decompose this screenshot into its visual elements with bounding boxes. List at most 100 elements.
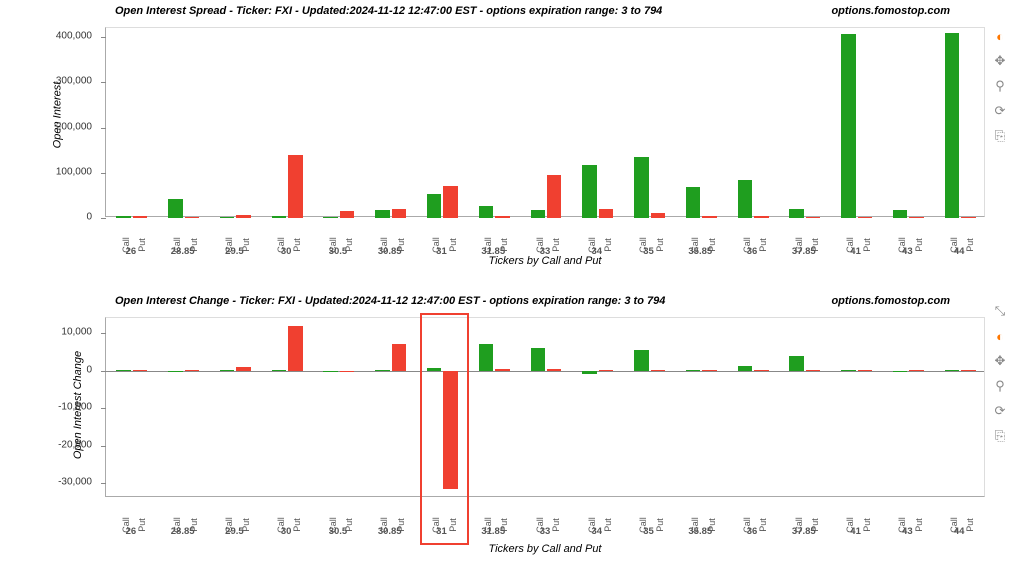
call-bar[interactable] bbox=[116, 370, 130, 371]
put-bar[interactable] bbox=[443, 371, 457, 489]
call-bar[interactable] bbox=[427, 368, 441, 371]
call-bar[interactable] bbox=[893, 210, 907, 218]
reset-tool-icon[interactable]: ⤡ bbox=[989, 300, 1011, 322]
chart2-toolbar: ⤡ ◐ ✥ ⚲ ⟳ ⎘ bbox=[988, 300, 1012, 447]
call-bar[interactable] bbox=[168, 371, 182, 372]
save-tool-icon[interactable]: ⎘ bbox=[989, 125, 1011, 147]
call-bar[interactable] bbox=[375, 370, 389, 371]
open-interest-chart-panel: Open Interest Spread - Ticker: FXI - Upd… bbox=[30, 5, 980, 265]
call-bar[interactable] bbox=[375, 210, 389, 218]
put-bar[interactable] bbox=[443, 186, 457, 218]
strike-label: 29.5 bbox=[225, 526, 244, 537]
put-bar[interactable] bbox=[547, 369, 561, 371]
strike-label: 33 bbox=[540, 526, 551, 537]
sub-tick-label: Put bbox=[292, 518, 302, 532]
box-zoom-tool-icon[interactable]: ⚲ bbox=[989, 375, 1011, 397]
call-bar[interactable] bbox=[893, 371, 907, 372]
call-bar[interactable] bbox=[582, 165, 596, 218]
put-bar[interactable] bbox=[806, 217, 820, 218]
box-zoom-tool-icon[interactable]: ⚲ bbox=[989, 75, 1011, 97]
put-bar[interactable] bbox=[961, 370, 975, 371]
call-bar[interactable] bbox=[479, 206, 493, 218]
put-bar[interactable] bbox=[547, 175, 561, 218]
put-bar[interactable] bbox=[961, 217, 975, 218]
strike-label: 31.85 bbox=[481, 526, 505, 537]
bokeh-logo-icon[interactable]: ◐ bbox=[989, 325, 1011, 347]
put-bar[interactable] bbox=[702, 216, 716, 218]
strike-label: 35.85 bbox=[688, 526, 712, 537]
call-bar[interactable] bbox=[531, 348, 545, 371]
call-bar[interactable] bbox=[323, 217, 337, 218]
call-bar[interactable] bbox=[116, 216, 130, 218]
put-bar[interactable] bbox=[236, 215, 250, 218]
put-bar[interactable] bbox=[651, 213, 665, 218]
save-tool-icon[interactable]: ⎘ bbox=[989, 425, 1011, 447]
sub-tick-label: Put bbox=[914, 518, 924, 532]
chart1-xaxis-label: Tickers by Call and Put bbox=[105, 255, 985, 267]
sub-tick-label: Put bbox=[758, 238, 768, 252]
put-bar[interactable] bbox=[133, 370, 147, 371]
pan-tool-icon[interactable]: ✥ bbox=[989, 50, 1011, 72]
ytick-label: 200,000 bbox=[56, 121, 92, 132]
call-bar[interactable] bbox=[945, 370, 959, 371]
call-bar[interactable] bbox=[479, 344, 493, 371]
put-bar[interactable] bbox=[599, 209, 613, 218]
call-bar[interactable] bbox=[427, 194, 441, 218]
call-bar[interactable] bbox=[686, 370, 700, 371]
put-bar[interactable] bbox=[288, 155, 302, 218]
put-bar[interactable] bbox=[495, 369, 509, 371]
sub-tick-label: Put bbox=[758, 518, 768, 532]
put-bar[interactable] bbox=[806, 370, 820, 371]
chart2-plot-area[interactable] bbox=[105, 317, 985, 497]
call-bar[interactable] bbox=[220, 370, 234, 371]
call-bar[interactable] bbox=[841, 370, 855, 371]
put-bar[interactable] bbox=[185, 370, 199, 371]
put-bar[interactable] bbox=[909, 217, 923, 218]
put-bar[interactable] bbox=[754, 370, 768, 371]
call-bar[interactable] bbox=[945, 33, 959, 218]
put-bar[interactable] bbox=[599, 370, 613, 371]
strike-label: 41 bbox=[850, 526, 861, 537]
call-bar[interactable] bbox=[634, 157, 648, 218]
call-bar[interactable] bbox=[323, 371, 337, 372]
put-bar[interactable] bbox=[236, 367, 250, 370]
put-bar[interactable] bbox=[392, 344, 406, 370]
put-bar[interactable] bbox=[495, 216, 509, 218]
put-bar[interactable] bbox=[185, 217, 199, 218]
call-bar[interactable] bbox=[738, 366, 752, 371]
pan-tool-icon[interactable]: ✥ bbox=[989, 350, 1011, 372]
call-bar[interactable] bbox=[220, 217, 234, 218]
sub-tick-label: Put bbox=[551, 518, 561, 532]
put-bar[interactable] bbox=[858, 370, 872, 371]
call-bar[interactable] bbox=[168, 199, 182, 218]
put-bar[interactable] bbox=[651, 370, 665, 371]
sub-tick-label: Put bbox=[137, 238, 147, 252]
put-bar[interactable] bbox=[340, 211, 354, 218]
bokeh-logo-icon[interactable]: ◐ bbox=[989, 25, 1011, 47]
sub-tick-label: Put bbox=[448, 518, 458, 532]
sub-tick-label: Put bbox=[292, 238, 302, 252]
sub-tick-label: Put bbox=[914, 238, 924, 252]
call-bar[interactable] bbox=[789, 356, 803, 370]
call-bar[interactable] bbox=[686, 187, 700, 218]
put-bar[interactable] bbox=[288, 326, 302, 370]
put-bar[interactable] bbox=[392, 209, 406, 218]
call-bar[interactable] bbox=[272, 370, 286, 371]
call-bar[interactable] bbox=[738, 180, 752, 218]
chart1-plot-area[interactable] bbox=[105, 27, 985, 217]
strike-label: 26 bbox=[126, 526, 137, 537]
call-bar[interactable] bbox=[789, 209, 803, 218]
put-bar[interactable] bbox=[340, 371, 354, 372]
put-bar[interactable] bbox=[858, 217, 872, 218]
wheel-zoom-tool-icon[interactable]: ⟳ bbox=[989, 400, 1011, 422]
put-bar[interactable] bbox=[909, 370, 923, 371]
call-bar[interactable] bbox=[272, 216, 286, 218]
call-bar[interactable] bbox=[634, 350, 648, 371]
put-bar[interactable] bbox=[702, 370, 716, 371]
put-bar[interactable] bbox=[754, 216, 768, 218]
wheel-zoom-tool-icon[interactable]: ⟳ bbox=[989, 100, 1011, 122]
call-bar[interactable] bbox=[841, 34, 855, 218]
call-bar[interactable] bbox=[531, 210, 545, 218]
put-bar[interactable] bbox=[133, 216, 147, 218]
call-bar[interactable] bbox=[582, 371, 596, 374]
